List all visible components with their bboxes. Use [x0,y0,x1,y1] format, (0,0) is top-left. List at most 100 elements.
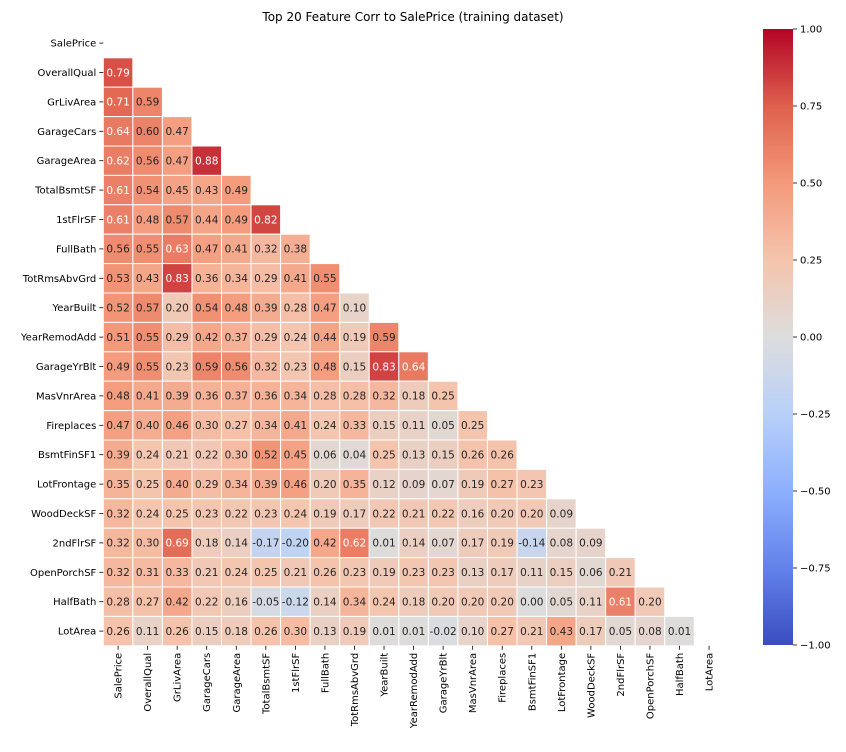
cell-label: 0.20 [165,303,188,315]
cell-label: 0.11 [136,626,159,638]
y-tick-label: MasVnrArea [36,391,96,402]
y-tick-label: GarageYrBlt [36,362,96,373]
x-tick-label: OverallQual [143,653,154,712]
heatmap-cell [102,351,134,382]
cell-label: 0.56 [225,361,249,373]
x-tick-label: GarageYrBlt [439,653,450,713]
cell-label: 0.62 [343,538,366,550]
cell-label: 0.15 [372,420,395,432]
cell-label: 0.05 [431,420,454,432]
heatmap-cell [309,586,341,617]
cell-label: 0.83 [372,361,395,373]
heatmap-cell [427,380,459,412]
cell-label: -0.20 [282,538,309,550]
cell-label: 0.41 [284,273,307,285]
x-tick-label: LotFrontage [557,653,568,712]
heatmap-cell [339,527,370,559]
cell-label: 0.14 [225,538,249,550]
cell-label: 0.54 [195,303,219,315]
cell-label: 0.09 [550,508,573,520]
heatmap-cell [102,263,134,294]
heatmap-cell [516,468,548,500]
cell-label: 0.39 [106,450,129,462]
cell-label: 0.24 [136,450,160,462]
cell-label: 0.28 [284,303,307,315]
heatmap-cell [191,439,222,470]
y-tick-label: YearBuilt [51,303,96,314]
cell-label: 0.46 [284,479,308,491]
cell-label: 0.15 [431,450,454,462]
cell-label: 0.61 [106,214,129,226]
cell-label: 0.15 [550,567,573,579]
cell-label: 0.26 [313,567,337,579]
x-tick-label: YearRemodAdd [409,653,420,729]
heatmap-cell [250,439,282,470]
heatmap-cell [398,410,429,441]
cell-label: 0.01 [372,626,395,638]
cell-label: -0.05 [252,597,279,609]
heatmap-cell [546,498,577,529]
cell-label: -0.02 [430,626,457,638]
cell-label: 0.13 [313,626,336,638]
cell-label: 0.24 [372,597,396,609]
heatmap-cell [339,380,370,412]
heatmap-cell [280,380,311,412]
x-tick-label: BsmtFinSF1 [527,653,538,711]
y-tick-label: GrLivArea [47,97,96,108]
cell-label: 0.24 [136,508,160,520]
y-tick-label: YearRemodAdd [20,333,96,344]
cell-label: 0.71 [106,97,129,109]
x-tick-label: MasVnrArea [468,653,479,713]
cell-label: 0.64 [106,126,130,138]
heatmap-cell [280,439,311,470]
cell-label: 0.23 [284,361,307,373]
cell-label: 0.08 [638,626,661,638]
heatmap-cell [191,321,222,353]
cell-label: 0.22 [195,597,218,609]
cell-label: 0.28 [313,391,336,403]
heatmap-cell [309,498,341,529]
cell-label: 0.05 [609,626,632,638]
heatmap-cell [191,204,222,235]
y-tick-label: BsmtFinSF1 [38,450,96,461]
cell-label: 0.23 [254,508,277,520]
heatmap-cell [250,351,282,382]
cell-label: 0.01 [372,538,395,550]
colorbar-tick-label: 0.50 [800,179,822,190]
cell-label: 0.25 [254,567,277,579]
cell-label: 0.49 [225,214,248,226]
heatmap-cell [221,468,252,500]
heatmap-cell [368,586,400,617]
x-tick-label: FullBath [320,653,331,693]
cell-label: 0.13 [461,567,484,579]
cell-label: 0.88 [195,156,218,168]
cell-label: 0.27 [491,479,514,491]
cell-label: 0.21 [609,567,632,579]
heatmap-cell [250,498,282,529]
cell-label: 0.21 [520,626,543,638]
y-tick-label: 1stFlrSF [56,215,96,226]
cell-label: 0.69 [165,538,188,550]
heatmap-cell [250,233,282,265]
colorbar-tick-label: −1.00 [800,641,831,652]
heatmap-cell [486,439,518,470]
cell-label: 0.31 [136,567,159,579]
cell-label: 0.26 [491,450,515,462]
heatmap-cell [457,439,488,470]
cell-label: 0.27 [136,597,159,609]
cell-label: 0.32 [106,567,129,579]
cell-label: 0.20 [431,597,454,609]
heatmap-cell [221,586,252,617]
cell-label: 0.62 [106,156,129,168]
cell-label: 0.23 [402,567,425,579]
cell-label: 0.49 [106,361,129,373]
heatmap-cell [339,498,370,529]
heatmap-cell [398,586,429,617]
cell-label: 0.35 [343,479,366,491]
y-tick-label: GarageCars [37,127,96,138]
cell-label: 0.35 [106,479,129,491]
heatmap-cell [457,557,488,588]
cell-label: 0.56 [136,156,160,168]
heatmap-cell [161,468,193,500]
